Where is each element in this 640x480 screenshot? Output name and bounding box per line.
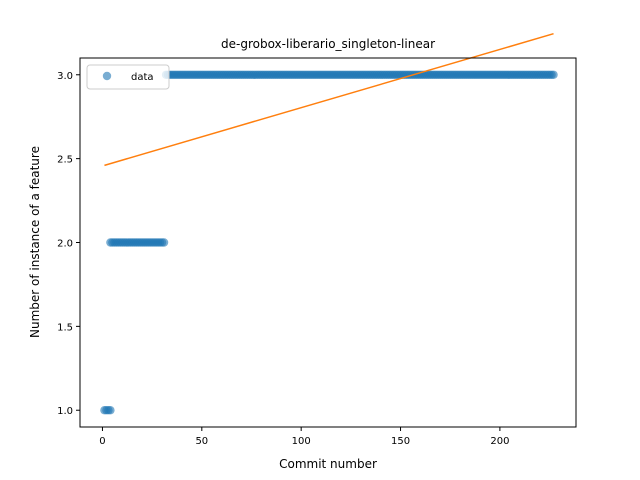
y-tick-label: 1.0: [57, 406, 73, 417]
x-axis-title: Commit number: [279, 457, 377, 471]
data-point: [159, 238, 169, 247]
data-point: [549, 70, 558, 79]
x-tick-label: 100: [292, 436, 311, 447]
legend-marker-data: [102, 71, 112, 81]
plot-frame: [79, 57, 577, 428]
y-tick-label: 3.0: [57, 71, 73, 82]
plot-area: [100, 32, 558, 415]
x-tick-label: 150: [391, 436, 410, 447]
fit-line: [104, 32, 554, 167]
x-tick-label: 0: [99, 436, 105, 447]
y-tick-label: 2.0: [57, 239, 73, 250]
data-point: [106, 406, 115, 415]
legend: data: [86, 64, 170, 90]
chart-title: de-grobox-liberario_singleton-linear: [221, 37, 435, 51]
axis-ticks: 0 50 100 150 200 1.0 1.5 2.0 2.5 3.0: [57, 71, 509, 447]
legend-box: [86, 64, 170, 90]
y-tick-label: 1.5: [57, 322, 73, 333]
legend-label-data: data: [131, 72, 154, 83]
y-tick-label: 2.5: [57, 155, 73, 166]
y-axis-title: Number of instance of a feature: [28, 146, 42, 338]
x-tick-label: 50: [195, 436, 208, 447]
x-tick-label: 200: [490, 436, 509, 447]
